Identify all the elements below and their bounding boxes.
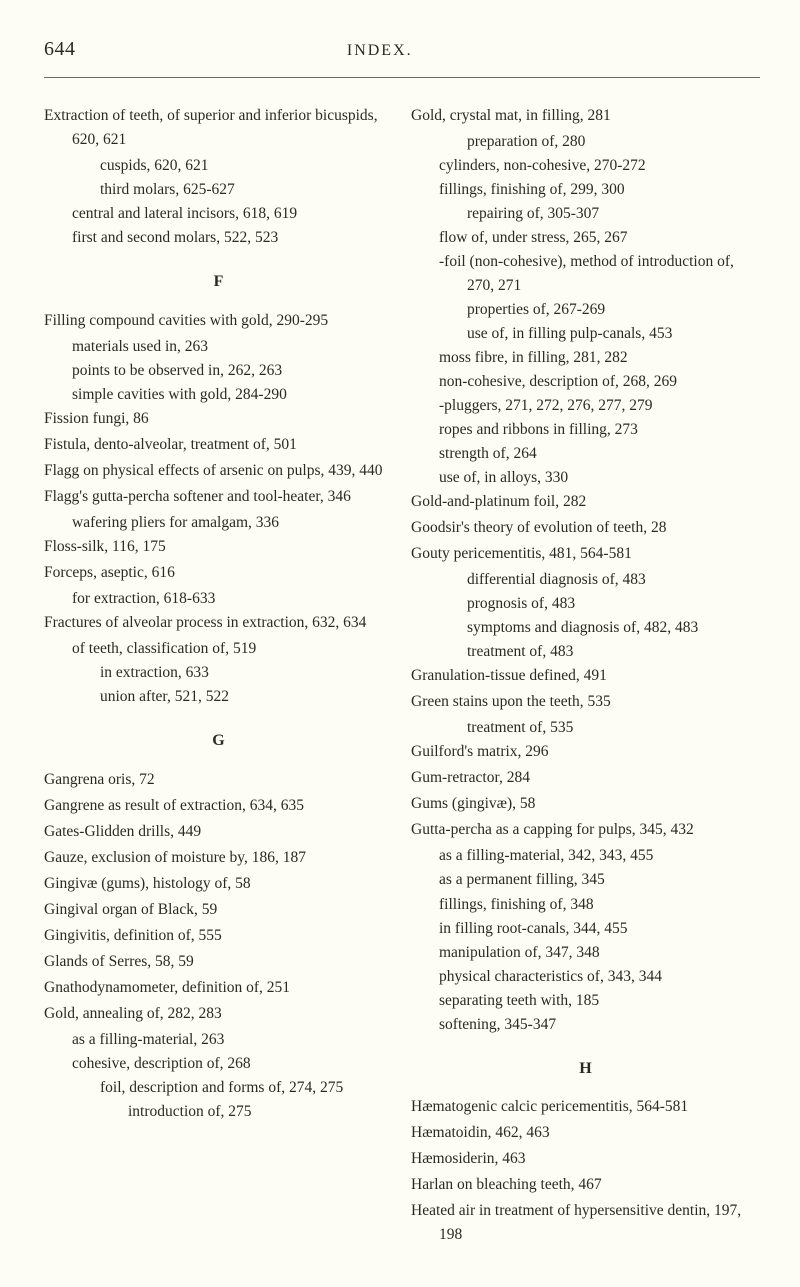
index-entry: use of, in filling pulp-canals, 453 <box>411 322 760 346</box>
index-entry: Gnathodynamometer, definition of, 251 <box>44 976 393 1000</box>
index-entry: prognosis of, 483 <box>411 592 760 616</box>
index-entry: physical characteristics of, 343, 344 <box>411 965 760 989</box>
index-entry: in extraction, 633 <box>44 661 393 685</box>
index-entry: Forceps, aseptic, 616 <box>44 561 393 585</box>
section-letter: G <box>44 729 393 754</box>
index-entry: properties of, 267-269 <box>411 298 760 322</box>
index-entry: for extraction, 618-633 <box>44 587 393 611</box>
index-entry: as a filling-material, 263 <box>44 1028 393 1052</box>
index-entry: Flagg on physical effects of arsenic on … <box>44 459 393 483</box>
page: 644 INDEX. Extraction of teeth, of super… <box>0 0 800 1287</box>
columns: Extraction of teeth, of superior and inf… <box>44 104 760 1249</box>
index-entry: Gold, annealing of, 282, 283 <box>44 1002 393 1026</box>
index-entry: Gates-Glidden drills, 449 <box>44 820 393 844</box>
index-entry: foil, description and forms of, 274, 275 <box>44 1076 393 1100</box>
index-entry: -foil (non-cohesive), method of introduc… <box>411 250 760 298</box>
index-entry: Green stains upon the teeth, 535 <box>411 690 760 714</box>
index-entry: Extraction of teeth, of superior and inf… <box>44 104 393 152</box>
index-entry: third molars, 625-627 <box>44 178 393 202</box>
index-entry: cohesive, description of, 268 <box>44 1052 393 1076</box>
index-entry: Gingival organ of Black, 59 <box>44 898 393 922</box>
index-entry: simple cavities with gold, 284-290 <box>44 383 393 407</box>
section-letter: H <box>411 1057 760 1082</box>
index-entry: Gingivæ (gums), histology of, 58 <box>44 872 393 896</box>
index-entry: Gangrene as result of extraction, 634, 6… <box>44 794 393 818</box>
index-entry: as a filling-material, 342, 343, 455 <box>411 844 760 868</box>
index-entry: Gauze, exclusion of moisture by, 186, 18… <box>44 846 393 870</box>
index-entry: Filling compound cavities with gold, 290… <box>44 309 393 333</box>
index-entry: ropes and ribbons in filling, 273 <box>411 418 760 442</box>
index-entry: fillings, finishing of, 348 <box>411 893 760 917</box>
index-entry: Hæmatogenic calcic pericementitis, 564-5… <box>411 1095 760 1119</box>
index-entry: fillings, finishing of, 299, 300 <box>411 178 760 202</box>
section-letter: F <box>44 270 393 295</box>
index-entry: wafering pliers for amalgam, 336 <box>44 511 393 535</box>
index-entry: -pluggers, 271, 272, 276, 277, 279 <box>411 394 760 418</box>
index-entry: Fistula, dento-alveolar, treatment of, 5… <box>44 433 393 457</box>
index-entry: flow of, under stress, 265, 267 <box>411 226 760 250</box>
index-entry: Hæmosiderin, 463 <box>411 1147 760 1171</box>
index-entry: Floss-silk, 116, 175 <box>44 535 393 559</box>
index-entry: repairing of, 305-307 <box>411 202 760 226</box>
index-entry: points to be observed in, 262, 263 <box>44 359 393 383</box>
index-entry: differential diagnosis of, 483 <box>411 568 760 592</box>
left-column: Extraction of teeth, of superior and inf… <box>44 104 393 1249</box>
index-entry: treatment of, 483 <box>411 640 760 664</box>
index-entry: preparation of, 280 <box>411 130 760 154</box>
index-entry: softening, 345-347 <box>411 1013 760 1037</box>
index-entry: Gum-retractor, 284 <box>411 766 760 790</box>
index-entry: cylinders, non-cohesive, 270-272 <box>411 154 760 178</box>
index-entry: Guilford's matrix, 296 <box>411 740 760 764</box>
index-entry: Glands of Serres, 58, 59 <box>44 950 393 974</box>
index-entry: moss fibre, in filling, 281, 282 <box>411 346 760 370</box>
index-entry: manipulation of, 347, 348 <box>411 941 760 965</box>
index-entry: non-cohesive, description of, 268, 269 <box>411 370 760 394</box>
index-entry: materials used in, 263 <box>44 335 393 359</box>
index-entry: symptoms and diagnosis of, 482, 483 <box>411 616 760 640</box>
index-entry: Gouty pericementitis, 481, 564-581 <box>411 542 760 566</box>
index-entry: as a permanent filling, 345 <box>411 868 760 892</box>
index-entry: Granulation-tissue defined, 491 <box>411 664 760 688</box>
page-header: 644 INDEX. <box>44 38 760 67</box>
index-entry: strength of, 264 <box>411 442 760 466</box>
index-entry: Gums (gingivæ), 58 <box>411 792 760 816</box>
index-entry: Goodsir's theory of evolution of teeth, … <box>411 516 760 540</box>
index-entry: central and lateral incisors, 618, 619 <box>44 202 393 226</box>
index-entry: Gold, crystal mat, in filling, 281 <box>411 104 760 128</box>
page-title: INDEX. <box>36 42 725 60</box>
index-entry: Fractures of alveolar process in extract… <box>44 611 393 635</box>
index-entry: of teeth, classification of, 519 <box>44 637 393 661</box>
index-entry: Gold-and-platinum foil, 282 <box>411 490 760 514</box>
index-entry: treatment of, 535 <box>411 716 760 740</box>
index-entry: Harlan on bleaching teeth, 467 <box>411 1173 760 1197</box>
header-rule <box>44 77 760 78</box>
index-entry: Heated air in treatment of hypersensitiv… <box>411 1199 760 1247</box>
index-entry: Fission fungi, 86 <box>44 407 393 431</box>
index-entry: Flagg's gutta-percha softener and tool-h… <box>44 485 393 509</box>
index-entry: introduction of, 275 <box>44 1100 393 1124</box>
index-entry: Gangrena oris, 72 <box>44 768 393 792</box>
index-entry: Hæmatoidin, 462, 463 <box>411 1121 760 1145</box>
index-entry: first and second molars, 522, 523 <box>44 226 393 250</box>
index-entry: Gingivitis, definition of, 555 <box>44 924 393 948</box>
index-entry: union after, 521, 522 <box>44 685 393 709</box>
index-entry: cuspids, 620, 621 <box>44 154 393 178</box>
index-entry: use of, in alloys, 330 <box>411 466 760 490</box>
right-column: Gold, crystal mat, in filling, 281prepar… <box>411 104 760 1249</box>
index-entry: in filling root-canals, 344, 455 <box>411 917 760 941</box>
index-entry: Gutta-percha as a capping for pulps, 345… <box>411 818 760 842</box>
index-entry: separating teeth with, 185 <box>411 989 760 1013</box>
